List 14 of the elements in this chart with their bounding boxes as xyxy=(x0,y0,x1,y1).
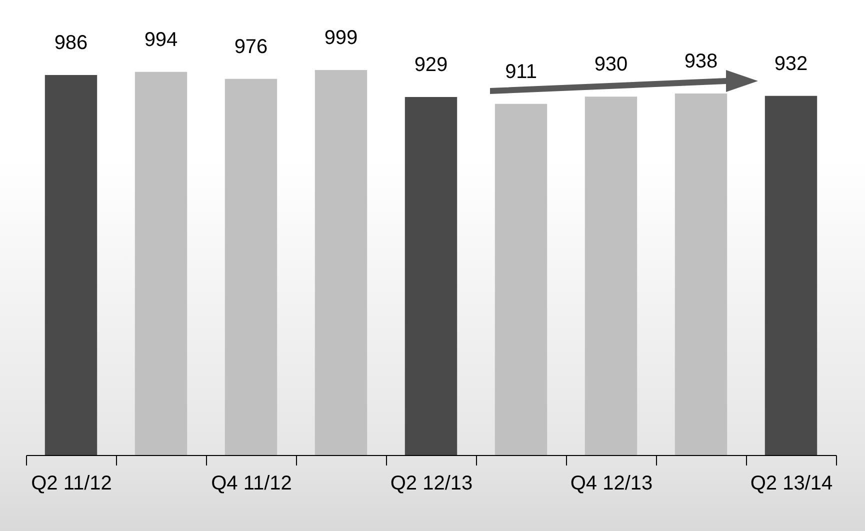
x-tick-label: Q2 11/12 xyxy=(31,472,112,494)
data-label: 930 xyxy=(594,54,628,76)
data-label: 932 xyxy=(774,52,808,75)
x-tick-label: Q4 12/13 xyxy=(570,472,653,494)
data-label: 911 xyxy=(505,60,537,83)
x-tick-label: Q2 13/14 xyxy=(750,472,833,494)
data-label: 994 xyxy=(144,28,178,51)
data-label: 938 xyxy=(684,50,718,73)
x-tick-label: Q2 12/13 xyxy=(390,472,473,494)
data-label: 986 xyxy=(54,32,88,54)
data-label: 929 xyxy=(414,54,448,76)
x-tick-label: Q4 11/12 xyxy=(211,472,292,494)
data-label: 999 xyxy=(324,27,358,49)
data-label: 976 xyxy=(234,36,268,58)
